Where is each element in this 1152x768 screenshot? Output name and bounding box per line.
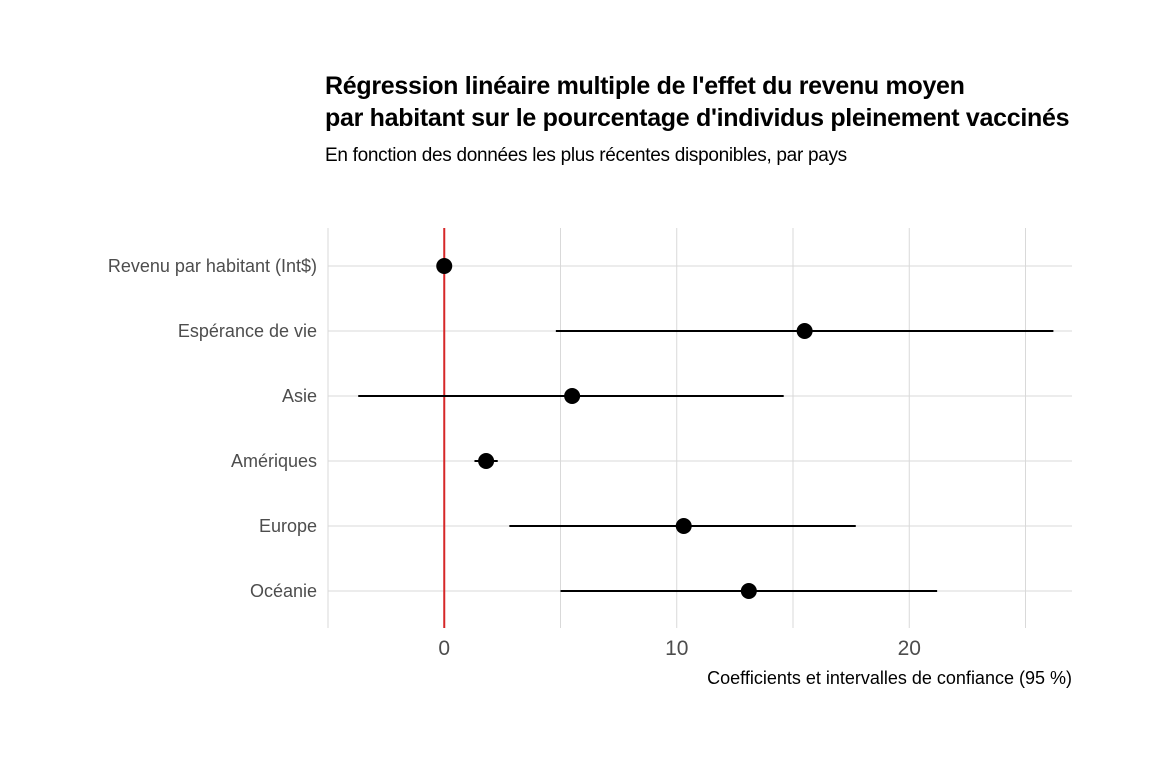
coefficient-point (478, 453, 495, 469)
grid-layer (327, 228, 1072, 628)
coefficient-point (796, 323, 813, 339)
chart-title-line-1: Régression linéaire multiple de l'effet … (325, 72, 965, 100)
y-tick-label: Amériques (231, 451, 317, 471)
coefficient-point (675, 518, 692, 534)
chart-title-line-2: par habitant sur le pourcentage d'indivi… (325, 104, 1070, 132)
y-tick-labels: Revenu par habitant (Int$) Espérance de v… (108, 256, 317, 601)
x-tick-label: 0 (438, 637, 450, 660)
chart-subtitle: En fonction des données les plus récente… (325, 145, 847, 166)
coefficient-point (740, 583, 757, 599)
interval-layer (358, 265, 1054, 592)
chart-title: Régression linéaire multiple de l'effet … (325, 70, 1069, 134)
point-layer (436, 258, 813, 599)
y-tick-label: Revenu par habitant (Int$) (108, 256, 317, 276)
y-tick-label: Europe (259, 516, 317, 536)
coefficient-point (436, 258, 453, 274)
x-tick-label: 10 (665, 637, 688, 660)
y-tick-label: Asie (282, 386, 317, 406)
x-axis-title: Coefficients et intervalles de confiance… (707, 668, 1072, 688)
coefficient-point (564, 388, 581, 404)
y-tick-label: Espérance de vie (178, 321, 317, 341)
x-tick-label: 20 (898, 637, 921, 660)
y-tick-label: Océanie (250, 581, 317, 601)
x-tick-labels: 0 10 20 (438, 637, 921, 660)
